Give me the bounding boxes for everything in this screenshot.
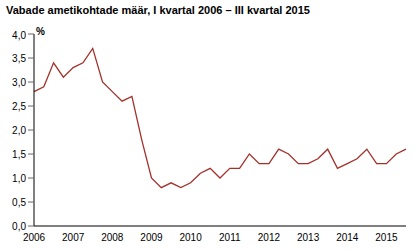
svg-text:2011: 2011	[219, 232, 241, 243]
svg-text:2015: 2015	[375, 232, 398, 243]
svg-text:3,0: 3,0	[12, 77, 26, 88]
svg-text:0,0: 0,0	[12, 221, 26, 232]
svg-text:2010: 2010	[180, 232, 203, 243]
svg-text:4,0: 4,0	[12, 30, 26, 41]
svg-text:2013: 2013	[297, 232, 320, 243]
svg-text:2,0: 2,0	[12, 125, 26, 136]
svg-text:2014: 2014	[336, 232, 359, 243]
svg-text:3,5: 3,5	[12, 53, 26, 64]
svg-text:2009: 2009	[140, 232, 163, 243]
svg-text:2007: 2007	[62, 232, 85, 243]
svg-text:1,0: 1,0	[12, 173, 26, 184]
svg-text:2,5: 2,5	[12, 101, 26, 112]
svg-text:2012: 2012	[258, 232, 281, 243]
svg-text:1,5: 1,5	[12, 149, 26, 160]
svg-text:0,5: 0,5	[12, 197, 26, 208]
svg-text:2006: 2006	[23, 232, 46, 243]
html-text:Vabade ametikohtade määr, I kv: Vabade ametikohtade määr, I kvartal 2006…	[6, 4, 310, 16]
svg-text:2008: 2008	[101, 232, 124, 243]
